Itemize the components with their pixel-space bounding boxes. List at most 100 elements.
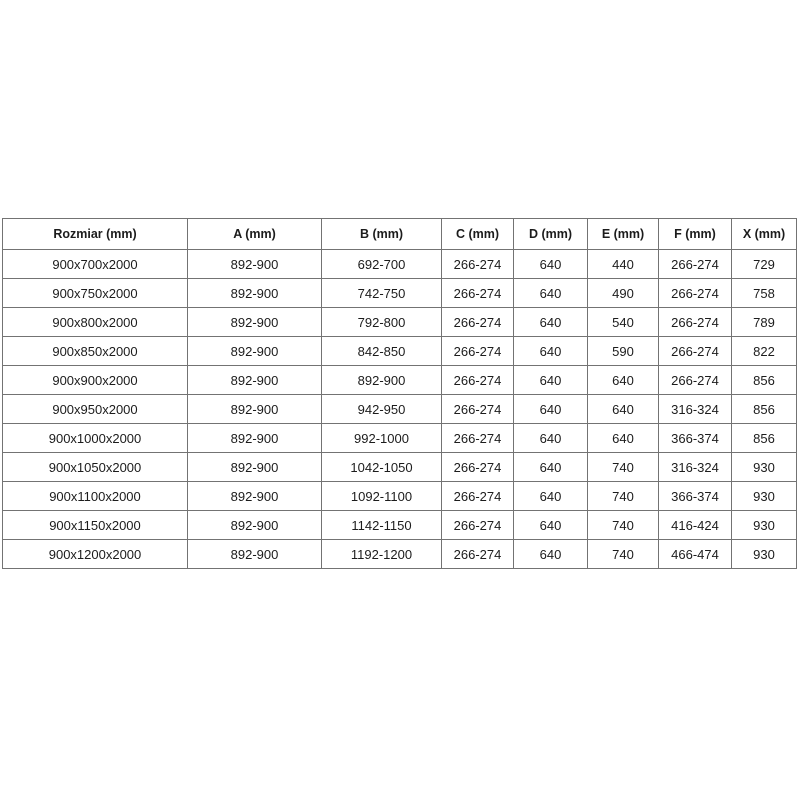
cell-b: 692-700 [321,249,442,279]
cell-size: 900x850x2000 [2,336,188,366]
cell-size: 900x900x2000 [2,365,188,395]
column-header-b: B (mm) [321,218,442,250]
cell-size: 900x1150x2000 [2,510,188,540]
cell-b: 992-1000 [321,423,442,453]
cell-a: 892-900 [187,365,322,395]
cell-x: 758 [731,278,797,308]
cell-e: 440 [587,249,659,279]
cell-f: 316-324 [658,452,732,482]
cell-x: 930 [731,481,797,511]
table-row: 900x1200x2000 892-900 1192-1200 266-274 … [2,539,797,569]
cell-e: 640 [587,394,659,424]
table-row: 900x750x2000 892-900 742-750 266-274 640… [2,278,797,308]
column-header-d: D (mm) [513,218,588,250]
cell-d: 640 [513,452,588,482]
cell-size: 900x1000x2000 [2,423,188,453]
column-header-c: C (mm) [441,218,514,250]
cell-a: 892-900 [187,278,322,308]
cell-d: 640 [513,394,588,424]
cell-a: 892-900 [187,394,322,424]
table-row: 900x1100x2000 892-900 1092-1100 266-274 … [2,481,797,511]
cell-d: 640 [513,539,588,569]
cell-a: 892-900 [187,510,322,540]
table-body: 900x700x2000 892-900 692-700 266-274 640… [2,249,797,569]
cell-size: 900x1200x2000 [2,539,188,569]
cell-a: 892-900 [187,481,322,511]
cell-x: 930 [731,452,797,482]
cell-b: 892-900 [321,365,442,395]
cell-c: 266-274 [441,365,514,395]
cell-c: 266-274 [441,481,514,511]
cell-a: 892-900 [187,452,322,482]
cell-size: 900x1100x2000 [2,481,188,511]
cell-a: 892-900 [187,336,322,366]
table-header: Rozmiar (mm) A (mm) B (mm) C (mm) D (mm)… [2,218,797,250]
cell-e: 590 [587,336,659,366]
cell-f: 466-474 [658,539,732,569]
cell-a: 892-900 [187,307,322,337]
cell-size: 900x950x2000 [2,394,188,424]
cell-x: 729 [731,249,797,279]
cell-x: 822 [731,336,797,366]
column-header-rozmiar: Rozmiar (mm) [2,218,188,250]
cell-d: 640 [513,365,588,395]
cell-d: 640 [513,307,588,337]
column-header-f: F (mm) [658,218,732,250]
cell-f: 316-324 [658,394,732,424]
cell-b: 1192-1200 [321,539,442,569]
cell-f: 266-274 [658,249,732,279]
cell-size: 900x1050x2000 [2,452,188,482]
cell-c: 266-274 [441,336,514,366]
cell-c: 266-274 [441,452,514,482]
cell-d: 640 [513,249,588,279]
cell-d: 640 [513,278,588,308]
cell-c: 266-274 [441,423,514,453]
column-header-x: X (mm) [731,218,797,250]
cell-f: 266-274 [658,365,732,395]
cell-c: 266-274 [441,249,514,279]
cell-x: 930 [731,510,797,540]
cell-a: 892-900 [187,249,322,279]
cell-f: 266-274 [658,307,732,337]
table-row: 900x850x2000 892-900 842-850 266-274 640… [2,336,797,366]
cell-c: 266-274 [441,307,514,337]
table-row: 900x1000x2000 892-900 992-1000 266-274 6… [2,423,797,453]
cell-size: 900x700x2000 [2,249,188,279]
cell-b: 942-950 [321,394,442,424]
cell-e: 740 [587,481,659,511]
cell-d: 640 [513,336,588,366]
cell-c: 266-274 [441,394,514,424]
cell-b: 792-800 [321,307,442,337]
cell-f: 366-374 [658,481,732,511]
cell-c: 266-274 [441,539,514,569]
cell-e: 490 [587,278,659,308]
table-row: 900x1050x2000 892-900 1042-1050 266-274 … [2,452,797,482]
cell-e: 640 [587,423,659,453]
table-row: 900x1150x2000 892-900 1142-1150 266-274 … [2,510,797,540]
cell-x: 856 [731,423,797,453]
cell-x: 930 [731,539,797,569]
cell-x: 856 [731,365,797,395]
column-header-a: A (mm) [187,218,322,250]
cell-f: 266-274 [658,336,732,366]
cell-b: 1142-1150 [321,510,442,540]
cell-e: 640 [587,365,659,395]
cell-c: 266-274 [441,510,514,540]
size-specification-table: Rozmiar (mm) A (mm) B (mm) C (mm) D (mm)… [2,218,797,569]
cell-d: 640 [513,481,588,511]
cell-f: 416-424 [658,510,732,540]
cell-c: 266-274 [441,278,514,308]
cell-a: 892-900 [187,423,322,453]
cell-x: 789 [731,307,797,337]
table-row: 900x950x2000 892-900 942-950 266-274 640… [2,394,797,424]
cell-b: 1042-1050 [321,452,442,482]
table-row: 900x900x2000 892-900 892-900 266-274 640… [2,365,797,395]
cell-x: 856 [731,394,797,424]
cell-size: 900x750x2000 [2,278,188,308]
cell-f: 366-374 [658,423,732,453]
cell-f: 266-274 [658,278,732,308]
cell-b: 1092-1100 [321,481,442,511]
cell-b: 742-750 [321,278,442,308]
table-row: 900x800x2000 892-900 792-800 266-274 640… [2,307,797,337]
